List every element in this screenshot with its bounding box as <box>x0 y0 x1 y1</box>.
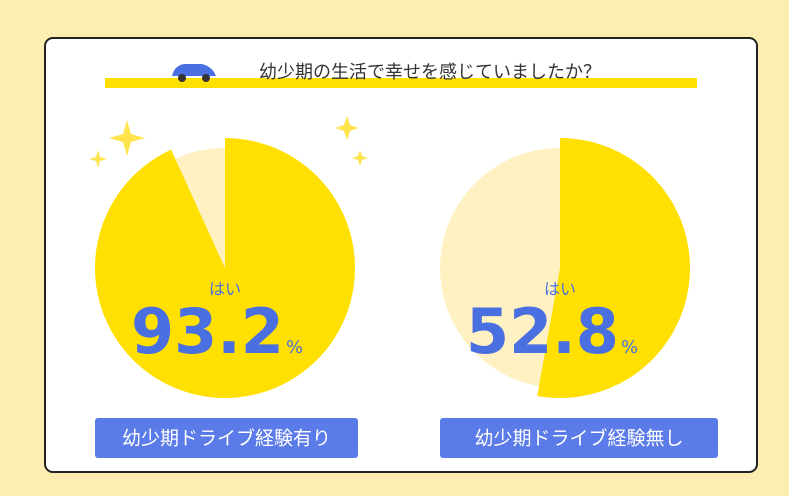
car-icon <box>172 64 216 82</box>
value: 93.2 <box>131 295 284 368</box>
pie-slice <box>537 138 690 398</box>
unit: % <box>621 337 638 358</box>
category-label: はい <box>209 280 241 299</box>
value-label: 52.8% <box>466 295 638 368</box>
pie-slice <box>175 148 225 268</box>
label: 幼少期ドライブ経験有り <box>122 427 331 450</box>
title: 幼少期の生活で幸せを感じていましたか？ <box>259 62 601 83</box>
value: 52.8 <box>466 295 619 368</box>
sparkles <box>89 116 368 168</box>
value-label: 93.2% <box>131 295 303 368</box>
unit: % <box>286 337 303 358</box>
pie-slice <box>94 138 355 399</box>
pie-slice <box>440 148 560 387</box>
label: 幼少期ドライブ経験無し <box>474 427 683 450</box>
label-button <box>95 418 358 458</box>
category-label: はい <box>544 280 576 299</box>
title-underline <box>105 78 697 88</box>
label-button <box>440 418 718 458</box>
